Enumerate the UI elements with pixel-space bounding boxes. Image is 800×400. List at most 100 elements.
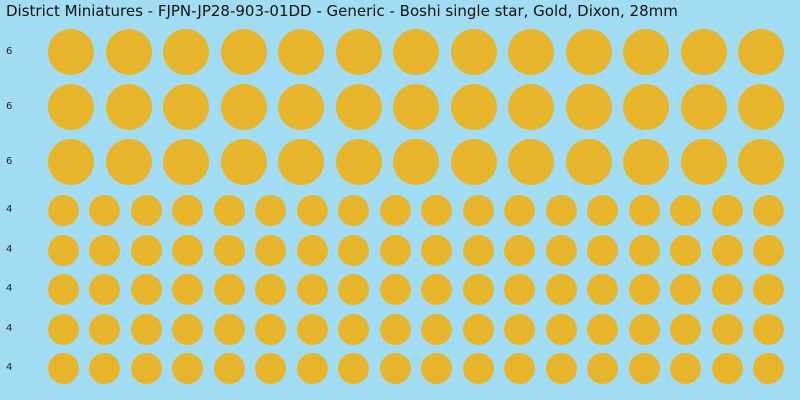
gold-star-decal — [48, 139, 94, 185]
gold-star-decal — [421, 234, 452, 266]
gold-star-decal — [172, 273, 203, 305]
row-count-label: 4 — [6, 204, 13, 215]
gold-star-decal — [220, 139, 267, 185]
gold-star-decal — [130, 194, 162, 226]
gold-star-decal — [393, 84, 439, 130]
gold-star-decal — [338, 194, 369, 226]
gold-star-decal — [130, 313, 162, 345]
gold-star-decal — [379, 352, 411, 384]
gold-star-decal — [670, 313, 701, 345]
gold-star-decal — [623, 139, 669, 185]
gold-star-decal — [335, 139, 382, 185]
gold-star-decal — [738, 139, 784, 185]
gold-star-decal — [587, 194, 618, 226]
gold-star-decal — [213, 273, 245, 305]
gold-star-decal — [47, 273, 79, 305]
gold-star-decal — [711, 194, 743, 226]
gold-star-decal — [462, 313, 494, 345]
gold-star-decal — [421, 273, 452, 305]
gold-star-decal — [545, 194, 577, 226]
gold-star-decal — [213, 352, 245, 384]
gold-star-decal — [711, 352, 743, 384]
gold-star-decal — [680, 29, 727, 75]
gold-star-decal — [504, 273, 535, 305]
gold-star-decal — [335, 84, 382, 130]
gold-star-decal — [172, 234, 203, 266]
gold-star-decal — [255, 352, 286, 384]
gold-star-decal — [172, 313, 203, 345]
gold-star-decal — [213, 313, 245, 345]
gold-star-decal — [462, 194, 494, 226]
gold-star-decal — [587, 234, 618, 266]
gold-star-decal — [753, 313, 784, 345]
gold-star-decal — [130, 234, 162, 266]
gold-star-decal — [335, 29, 382, 75]
gold-star-decal — [462, 352, 494, 384]
gold-star-decal — [48, 29, 94, 75]
gold-star-decal — [587, 273, 618, 305]
gold-star-decal — [296, 234, 328, 266]
gold-star-decal — [255, 194, 286, 226]
gold-star-decal — [545, 234, 577, 266]
gold-star-decal — [421, 194, 452, 226]
gold-star-decal — [545, 352, 577, 384]
gold-star-decal — [220, 84, 267, 130]
gold-star-decal — [130, 273, 162, 305]
gold-star-decal — [504, 234, 535, 266]
gold-star-decal — [670, 352, 701, 384]
row-count-label: 4 — [6, 362, 13, 373]
gold-star-decal — [504, 313, 535, 345]
gold-star-decal — [220, 29, 267, 75]
gold-star-decal — [545, 273, 577, 305]
gold-star-decal — [255, 234, 286, 266]
gold-star-decal — [296, 313, 328, 345]
gold-star-decal — [421, 352, 452, 384]
gold-star-decal — [47, 194, 79, 226]
gold-star-decal — [296, 194, 328, 226]
gold-star-decal — [738, 29, 784, 75]
gold-star-decal — [450, 84, 497, 130]
gold-star-decal — [296, 352, 328, 384]
row-count-label: 6 — [6, 101, 13, 112]
gold-star-decal — [89, 352, 120, 384]
row-count-label: 4 — [6, 283, 13, 294]
gold-star-decal — [213, 234, 245, 266]
gold-star-decal — [379, 194, 411, 226]
gold-star-decal — [89, 273, 120, 305]
gold-star-decal — [278, 29, 324, 75]
gold-star-decal — [255, 273, 286, 305]
gold-star-decal — [462, 234, 494, 266]
gold-star-decal — [738, 84, 784, 130]
gold-star-decal — [504, 194, 535, 226]
gold-star-decal — [565, 139, 612, 185]
gold-star-decal — [89, 313, 120, 345]
gold-star-decal — [504, 352, 535, 384]
gold-star-decal — [753, 234, 784, 266]
gold-star-decal — [393, 29, 439, 75]
sheet-title: District Miniatures - FJPN-JP28-903-01DD… — [6, 2, 678, 20]
gold-star-decal — [508, 29, 554, 75]
gold-star-decal — [711, 313, 743, 345]
gold-star-decal — [450, 29, 497, 75]
gold-star-decal — [508, 84, 554, 130]
gold-star-decal — [89, 194, 120, 226]
row-count-label: 6 — [6, 156, 13, 167]
gold-star-decal — [753, 352, 784, 384]
gold-star-decal — [587, 313, 618, 345]
gold-star-decal — [462, 273, 494, 305]
gold-star-decal — [105, 84, 152, 130]
gold-star-decal — [255, 313, 286, 345]
gold-star-decal — [338, 313, 369, 345]
gold-star-decal — [213, 194, 245, 226]
gold-star-decal — [47, 234, 79, 266]
gold-star-decal — [379, 234, 411, 266]
gold-star-decal — [628, 194, 660, 226]
gold-star-decal — [628, 273, 660, 305]
gold-star-decal — [338, 234, 369, 266]
gold-star-decal — [623, 29, 669, 75]
gold-star-decal — [628, 313, 660, 345]
gold-star-decal — [711, 273, 743, 305]
gold-star-decal — [393, 139, 439, 185]
gold-star-decal — [172, 352, 203, 384]
gold-star-decal — [450, 139, 497, 185]
